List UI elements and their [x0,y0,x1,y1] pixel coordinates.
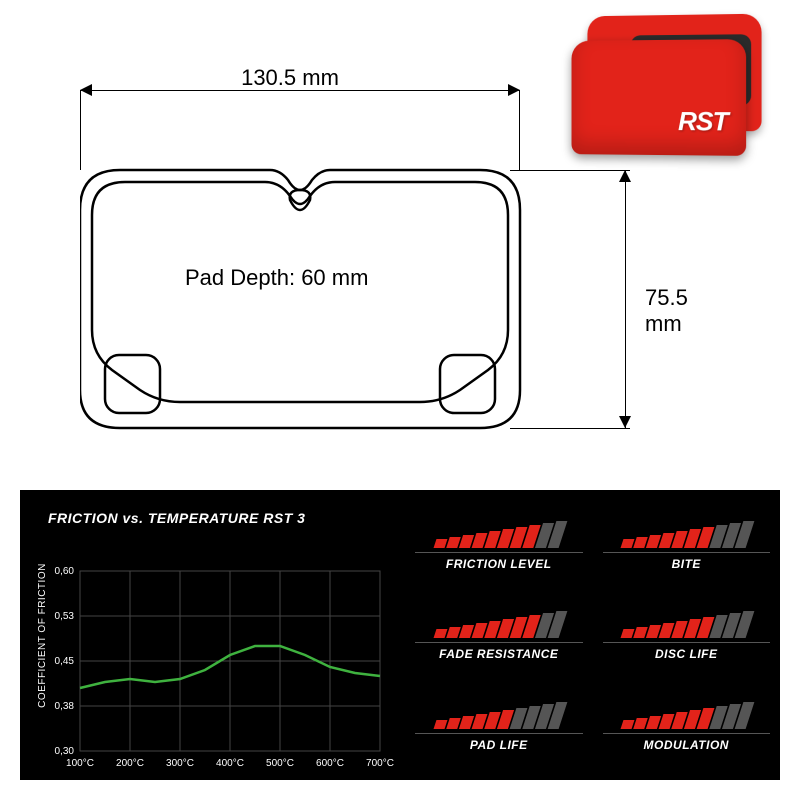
rating-bar-segment [433,539,447,548]
rating-bar-segment [433,720,447,729]
technical-drawing-section: RST 130.5 mm 75.5 mm [0,0,800,480]
friction-chart: FRICTION vs. TEMPERATURE RST 3 COEFFICIE… [30,500,395,770]
rating-pad-life: PAD LIFE [415,686,583,765]
svg-text:0,38: 0,38 [55,701,75,712]
width-value: 130.5 mm [70,65,510,91]
rating-bars [435,699,563,729]
rating-label: MODULATION [603,733,771,752]
svg-text:500°C: 500°C [266,758,294,769]
rating-bite: BITE [603,505,771,584]
svg-text:700°C: 700°C [366,758,394,769]
svg-text:0,53: 0,53 [55,611,75,622]
svg-text:200°C: 200°C [116,758,144,769]
rating-label: BITE [603,552,771,571]
rating-fade-resistance: FADE RESISTANCE [415,596,583,675]
chart-title: FRICTION vs. TEMPERATURE RST 3 [48,510,395,526]
arrow-up-icon [619,170,631,182]
svg-text:600°C: 600°C [316,758,344,769]
rating-label: PAD LIFE [415,733,583,752]
svg-text:100°C: 100°C [66,758,94,769]
arrow-down-icon [619,416,631,428]
rating-modulation: MODULATION [603,686,771,765]
svg-text:300°C: 300°C [166,758,194,769]
y-axis-label: COEFFICIENT OF FRICTION [37,563,48,708]
rating-disc-life: DISC LIFE [603,596,771,675]
performance-panel: FRICTION vs. TEMPERATURE RST 3 COEFFICIE… [20,490,780,780]
chart-plot: 0,30 0,38 0,45 0,53 0,60 100°C 200°C 300°C 400°C… [30,526,395,776]
height-value: 75.5 mm [645,285,690,337]
rating-label: FRICTION LEVEL [415,552,583,571]
svg-text:400°C: 400°C [216,758,244,769]
rating-bars [435,518,563,548]
rating-bars [622,699,750,729]
rating-label: FADE RESISTANCE [415,642,583,661]
rating-bars [622,518,750,548]
ratings-grid: FRICTION LEVEL BITE FADE RESISTANCE DISC LI… [415,505,770,765]
rating-bar-segment [433,629,447,638]
height-dim-line [625,170,626,428]
pad-outline [80,160,530,440]
svg-text:0,30: 0,30 [55,746,75,757]
rating-bars [622,608,750,638]
depth-value: Pad Depth: 60 mm [185,265,368,291]
svg-text:0,45: 0,45 [55,656,75,667]
rating-label: DISC LIFE [603,642,771,661]
rating-friction-level: FRICTION LEVEL [415,505,583,584]
dimension-drawing: 130.5 mm 75.5 mm Pad Depth: 60 mm [70,60,690,460]
rating-bars [435,608,563,638]
svg-text:0,60: 0,60 [55,566,75,577]
